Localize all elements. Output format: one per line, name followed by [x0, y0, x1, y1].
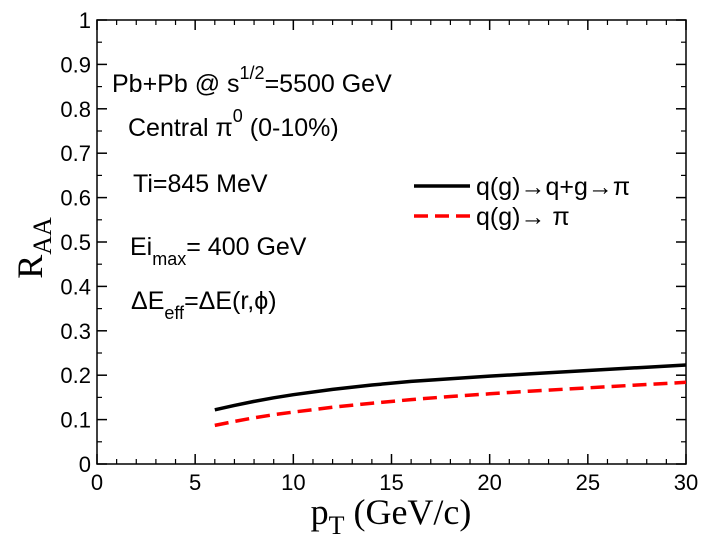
annotation-centrality: Central π0 (0-10%): [128, 106, 339, 142]
y-axis-title-main: R: [10, 255, 50, 279]
annotation-centrality-rest: (0-10%): [243, 114, 339, 142]
x-tick-label: 30: [674, 470, 698, 495]
y-tick-label: 0.2: [60, 363, 91, 388]
y-tick-label: 0.4: [60, 274, 91, 299]
annotation-energy: Eimax= 400 GeV: [130, 233, 307, 269]
y-axis-title-sub: AA: [28, 217, 57, 255]
annotation-energy-sub: max: [152, 249, 186, 269]
tick-labels: 0 5 10 15 20 25 3000.10.20.30.40.50.60.70.80.9…: [60, 8, 698, 495]
x-tick-label: 15: [379, 470, 403, 495]
annotation-energy-main: Ei: [130, 233, 152, 261]
series-group: [214, 363, 687, 428]
series-line-2: [214, 380, 687, 428]
y-tick-label: 0.5: [60, 230, 91, 255]
x-tick-label: 10: [281, 470, 305, 495]
annotation-eloss-sub: eff: [164, 303, 185, 323]
y-tick-label: 1: [79, 8, 91, 33]
ticks: [96, 19, 687, 465]
y-axis-title: RAA: [10, 217, 57, 279]
y-tick-label: 0.3: [60, 319, 91, 344]
annotation-eloss-main: ΔE: [131, 287, 164, 315]
x-tick-label: 25: [576, 470, 600, 495]
y-tick-label: 0.7: [60, 141, 91, 166]
x-tick-label: 20: [477, 470, 501, 495]
annotation-collision: Pb+Pb @ s1/2=5500 GeV: [112, 63, 392, 98]
annotation-collision-sup: 1/2: [240, 63, 265, 83]
x-axis-title-sub: T: [329, 511, 345, 540]
y-tick-label: 0.9: [60, 52, 91, 77]
annotation-centrality-sup: 0: [233, 106, 243, 126]
y-tick-label: 0.6: [60, 186, 91, 211]
y-tick-label: 0: [79, 452, 91, 477]
legend: q(g)→q+g→π q(g)→ π: [414, 173, 630, 231]
annotation-eloss: ΔEeff=ΔE(r,ϕ): [131, 287, 277, 323]
x-axis-title: pT (GeV/c): [311, 492, 472, 540]
x-axis-title-unit: (GeV/c): [344, 492, 471, 532]
y-tick-label: 0.8: [60, 97, 91, 122]
annotation-temperature: Ti=845 MeV: [133, 170, 268, 198]
annotation-energy-rest: = 400 GeV: [186, 233, 307, 261]
y-tick-label: 0.1: [60, 408, 91, 433]
annotation-eloss-rest: =ΔE(r,ϕ): [184, 287, 277, 315]
x-tick-label: 0: [91, 470, 103, 495]
x-tick-label: 5: [189, 470, 201, 495]
annotation-collision-rest: =5500 GeV: [265, 70, 393, 98]
annotation-centrality-main: Central π: [128, 114, 233, 142]
legend-label-series-2: q(g)→ π: [476, 203, 570, 231]
annotation-collision-main: Pb+Pb @ s: [112, 70, 240, 98]
x-axis-title-main: p: [311, 492, 329, 532]
series-line-1: [214, 363, 687, 412]
legend-label-series-1: q(g)→q+g→π: [476, 173, 630, 201]
